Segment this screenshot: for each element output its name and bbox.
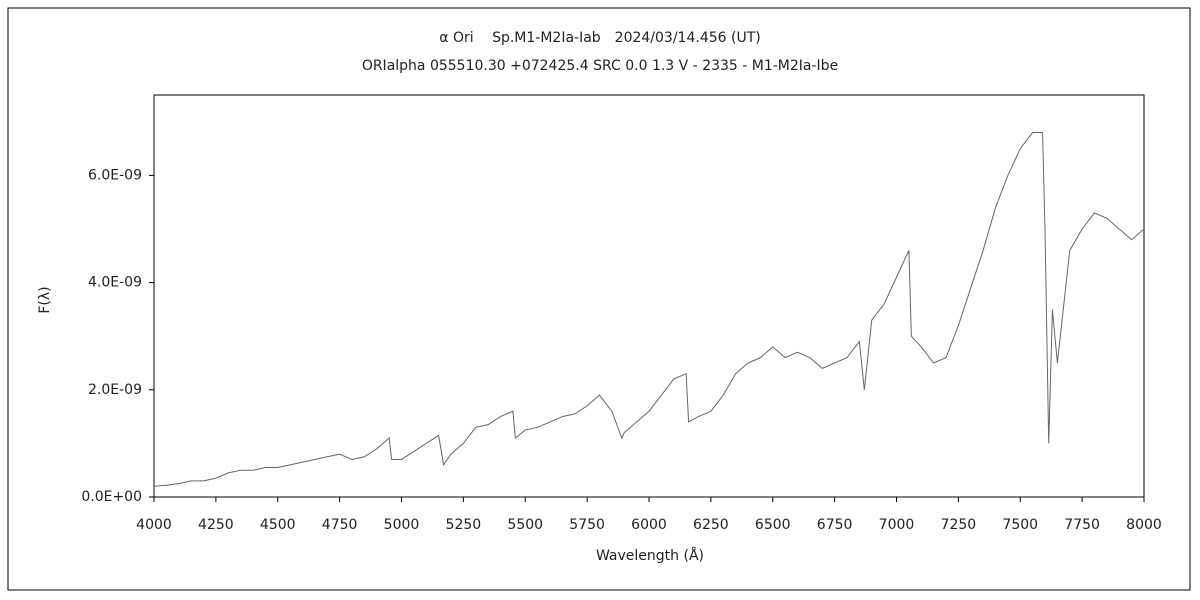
x-tick-label: 5750 xyxy=(569,517,605,533)
y-axis-label: F(λ) xyxy=(37,286,53,313)
x-tick-label: 6500 xyxy=(755,517,791,533)
x-tick-label: 6750 xyxy=(817,517,853,533)
x-tick-label: 5500 xyxy=(507,517,543,533)
chart-subtitle: ORIalpha 055510.30 +072425.4 SRC 0.0 1.3… xyxy=(362,58,838,74)
x-tick-label: 7500 xyxy=(1002,517,1038,533)
x-tick-label: 7250 xyxy=(941,517,977,533)
x-tick-label: 5000 xyxy=(384,517,420,533)
x-axis-label: Wavelength (Å) xyxy=(596,547,704,564)
x-tick-label: 7000 xyxy=(879,517,915,533)
x-tick-label: 8000 xyxy=(1126,517,1162,533)
x-tick-label: 6000 xyxy=(631,517,667,533)
chart-frame xyxy=(7,7,1191,591)
y-tick-label: 6.0E-09 xyxy=(88,167,142,183)
x-tick-label: 6250 xyxy=(693,517,729,533)
x-tick-label: 5250 xyxy=(446,517,482,533)
x-tick-label: 4750 xyxy=(322,517,358,533)
y-tick-label: 2.0E-09 xyxy=(88,382,142,398)
x-tick-label: 4000 xyxy=(136,517,172,533)
x-tick-label: 4250 xyxy=(198,517,234,533)
y-tick-label: 0.0E+00 xyxy=(81,489,142,505)
x-tick-label: 4500 xyxy=(260,517,296,533)
y-tick-label: 4.0E-09 xyxy=(88,275,142,291)
chart-title: α Ori Sp.M1-M2Ia-Iab 2024/03/14.456 (UT) xyxy=(439,30,760,46)
x-tick-label: 7750 xyxy=(1064,517,1100,533)
spectrum-line xyxy=(153,132,1145,487)
